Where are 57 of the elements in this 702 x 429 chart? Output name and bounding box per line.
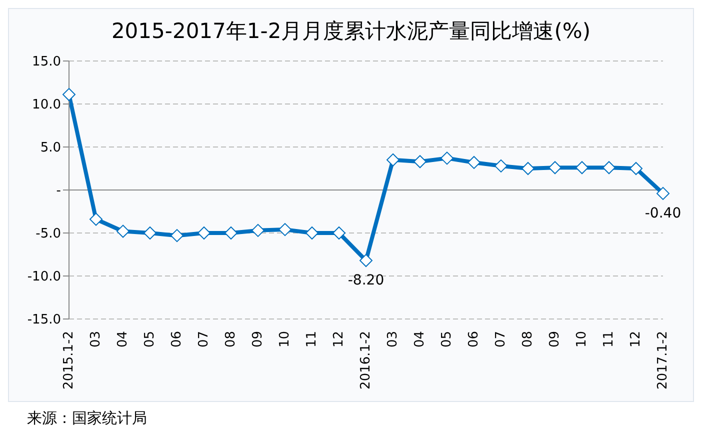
- x-tick-label: 2017.1-2: [656, 331, 670, 390]
- x-tick-label: 12: [628, 331, 644, 348]
- x-tick-label: 07: [196, 331, 212, 348]
- x-tick-label: 06: [170, 331, 184, 348]
- point: [440, 152, 454, 165]
- x-tick-label: 2015.1-2: [62, 331, 76, 390]
- point: [630, 162, 642, 175]
- x-tick-label: 03: [88, 331, 104, 348]
- point: [494, 159, 508, 172]
- x-tick-label: 10: [278, 331, 292, 348]
- x-tick-label: 06: [466, 331, 482, 348]
- point: [576, 161, 588, 174]
- y-tick-label: 10.0: [32, 98, 61, 113]
- point: [198, 226, 210, 240]
- point: [116, 224, 130, 238]
- x-tick-label: 11: [304, 331, 320, 348]
- point: [360, 254, 372, 268]
- data-label: -0.40: [644, 205, 682, 222]
- x-tick-label: 04: [412, 331, 428, 348]
- point: [62, 88, 76, 102]
- point: [656, 186, 670, 200]
- point: [548, 161, 562, 174]
- chart-title: 2015-2017年1-2月月度累计水泥产量同比增速(%): [110, 18, 592, 45]
- point: [224, 226, 238, 240]
- y-tick-label: -15.0: [27, 312, 61, 328]
- y-tick-label: -: [56, 184, 62, 199]
- x-tick-label: 09: [250, 331, 266, 348]
- point: [332, 226, 346, 240]
- x-tick-label: 2016.1-2: [358, 331, 374, 390]
- point: [522, 162, 534, 175]
- point: [170, 229, 184, 242]
- x-tick-label: 12: [332, 331, 346, 348]
- x-tick-label: 07: [494, 331, 508, 348]
- y-tick-label: -5.0: [36, 226, 61, 242]
- x-tick-label: 05: [142, 331, 158, 348]
- point: [386, 153, 400, 166]
- point: [468, 156, 480, 169]
- point: [278, 223, 292, 236]
- data-label: -8.20: [348, 272, 384, 288]
- point: [306, 226, 318, 240]
- point: [252, 224, 264, 237]
- x-tick-label: 08: [224, 331, 238, 348]
- point: [90, 212, 102, 226]
- y-tick-label: -10.0: [27, 270, 61, 285]
- source-note: 来源：国家统计局: [27, 409, 147, 427]
- x-tick-label: 08: [520, 331, 536, 348]
- x-tick-label: 10: [574, 331, 590, 348]
- x-tick-label: 09: [548, 331, 562, 348]
- point: [414, 155, 426, 168]
- x-tick-label: 04: [116, 331, 130, 348]
- point: [144, 226, 156, 240]
- y-tick-label: 15.0: [32, 54, 61, 70]
- x-tick-label: 05: [440, 331, 454, 348]
- x-tick-label: 03: [386, 331, 400, 348]
- x-tick-label: 11: [602, 331, 616, 348]
- point: [602, 161, 616, 174]
- y-tick-label: 5.0: [40, 140, 61, 156]
